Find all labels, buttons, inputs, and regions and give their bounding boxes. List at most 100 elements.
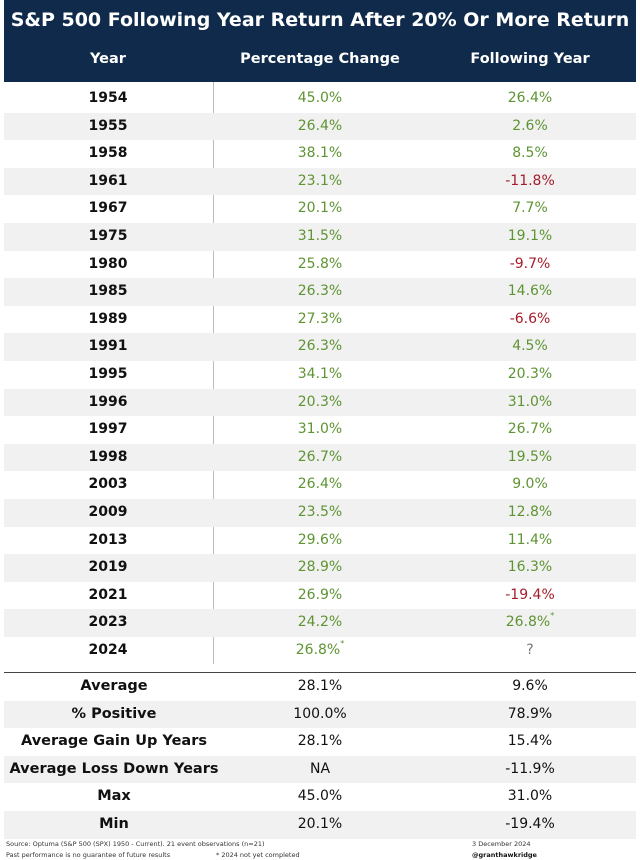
year-cell: 1991 (88, 338, 128, 355)
section-divider (4, 672, 636, 673)
summary-value: 78.9% (507, 705, 553, 722)
value-cell: -19.4% (505, 586, 555, 603)
year-cell: 2009 (88, 504, 128, 520)
title: S&P 500 Following Year Return After 20% … (10, 9, 630, 31)
value-cell: 20.3% (507, 366, 553, 382)
footer-note: * 2024 not yet completed (216, 851, 300, 859)
value-cell: 20.3% (297, 393, 343, 410)
value-cell: 19.5% (507, 448, 553, 465)
cell-text: 26.8% (295, 642, 341, 658)
year-cell: 1989 (88, 310, 128, 327)
summary-value: 45.0% (297, 788, 343, 805)
value-cell: 26.4% (507, 90, 553, 106)
value-cell: 26.8%* (215, 637, 425, 664)
row-stripe (4, 609, 636, 637)
row-stripe (4, 443, 636, 472)
row-stripe (4, 223, 636, 251)
value-cell: 20.1% (297, 200, 343, 217)
value-cell: 38.1% (297, 145, 343, 162)
column-divider (213, 82, 214, 664)
value-cell: 16.3% (507, 559, 553, 576)
footnote-mark: * (550, 611, 555, 621)
value-cell: 26.4% (297, 476, 343, 493)
value-cell: 26.3% (297, 283, 343, 300)
row-stripe (4, 700, 636, 729)
year-cell: 1954 (88, 90, 128, 106)
year-cell: 2021 (88, 586, 128, 603)
summary-label: Min (99, 816, 129, 832)
year-cell: 1955 (88, 117, 128, 134)
year-cell: 1998 (88, 448, 128, 465)
value-cell: 8.5% (512, 145, 548, 162)
value-cell: 4.5% (512, 338, 548, 355)
column-header: Percentage Change (240, 51, 400, 67)
value-cell: 27.3% (297, 310, 343, 327)
value-cell: 28.9% (297, 559, 343, 576)
value-cell: 14.6% (507, 283, 553, 300)
footer-handle: @granthawkridge (472, 851, 537, 859)
value-cell: 26.9% (297, 586, 343, 603)
row-stripe (4, 388, 636, 417)
summary-label: Average Loss Down Years (9, 760, 219, 777)
value-cell: 31.0% (297, 421, 343, 438)
year-cell: 1980 (88, 255, 128, 272)
footer-disclaimer: Past performance is no guarantee of futu… (6, 851, 171, 859)
summary-value: NA (309, 760, 331, 777)
row-stripe (4, 278, 636, 306)
footer-source: Source: Optuma (S&P 500 (SPX) 1950 - Cur… (6, 840, 265, 848)
footer-date: 3 December 2024 (472, 840, 531, 848)
value-cell: 26.8%* (425, 609, 635, 636)
summary-value: 28.1% (297, 678, 343, 694)
year-cell: 1975 (88, 228, 128, 244)
summary-label: % Positive (71, 705, 157, 722)
column-header: Following Year (470, 51, 590, 67)
value-cell: 9.0% (512, 476, 548, 493)
value-cell: 19.1% (507, 228, 553, 244)
value-cell: -11.8% (505, 172, 555, 189)
summary-label: Average (80, 678, 148, 694)
row-stripe (4, 755, 636, 784)
value-cell: 2.6% (512, 117, 548, 134)
year-cell: 1958 (88, 145, 128, 162)
value-cell: 7.7% (512, 200, 548, 217)
summary-value: 31.0% (507, 788, 553, 805)
summary-value: 28.1% (297, 733, 343, 750)
value-cell: 31.5% (297, 228, 343, 244)
value-cell: 23.5% (297, 504, 343, 520)
column-header: Year (90, 51, 126, 67)
footnote-mark: * (340, 639, 345, 648)
row-stripe (4, 333, 636, 361)
summary-value: -19.4% (505, 816, 555, 832)
row-stripe (4, 811, 636, 839)
year-cell: 1985 (88, 283, 128, 300)
year-cell: 2019 (88, 559, 128, 576)
row-stripe (4, 167, 636, 196)
value-cell: 31.0% (507, 393, 553, 410)
year-cell: 1996 (88, 393, 128, 410)
value-cell: 26.7% (297, 448, 343, 465)
summary-value: 9.6% (512, 678, 548, 694)
value-cell: 12.8% (507, 504, 553, 520)
value-cell: 34.1% (297, 366, 343, 382)
summary-value: 20.1% (297, 816, 343, 832)
value-cell: 26.3% (297, 338, 343, 355)
value-cell: 26.7% (507, 421, 553, 438)
year-cell: 2024 (88, 642, 128, 658)
year-cell: 1967 (88, 200, 128, 217)
row-stripe (4, 112, 636, 141)
cell-text: 26.8% (505, 614, 551, 631)
value-cell: 23.1% (297, 172, 343, 189)
value-cell: 24.2% (297, 614, 343, 631)
year-cell: 1997 (88, 421, 128, 438)
value-cell: 26.4% (297, 117, 343, 134)
value-cell: ? (526, 642, 534, 658)
summary-label: Average Gain Up Years (21, 733, 207, 750)
row-stripe (4, 554, 636, 582)
year-cell: 2003 (88, 476, 128, 493)
value-cell: -9.7% (509, 255, 551, 272)
summary-value: 100.0% (293, 705, 347, 722)
value-cell: 11.4% (507, 531, 553, 548)
year-cell: 1961 (88, 172, 128, 189)
summary-value: 15.4% (507, 733, 553, 750)
summary-label: Max (97, 788, 131, 805)
